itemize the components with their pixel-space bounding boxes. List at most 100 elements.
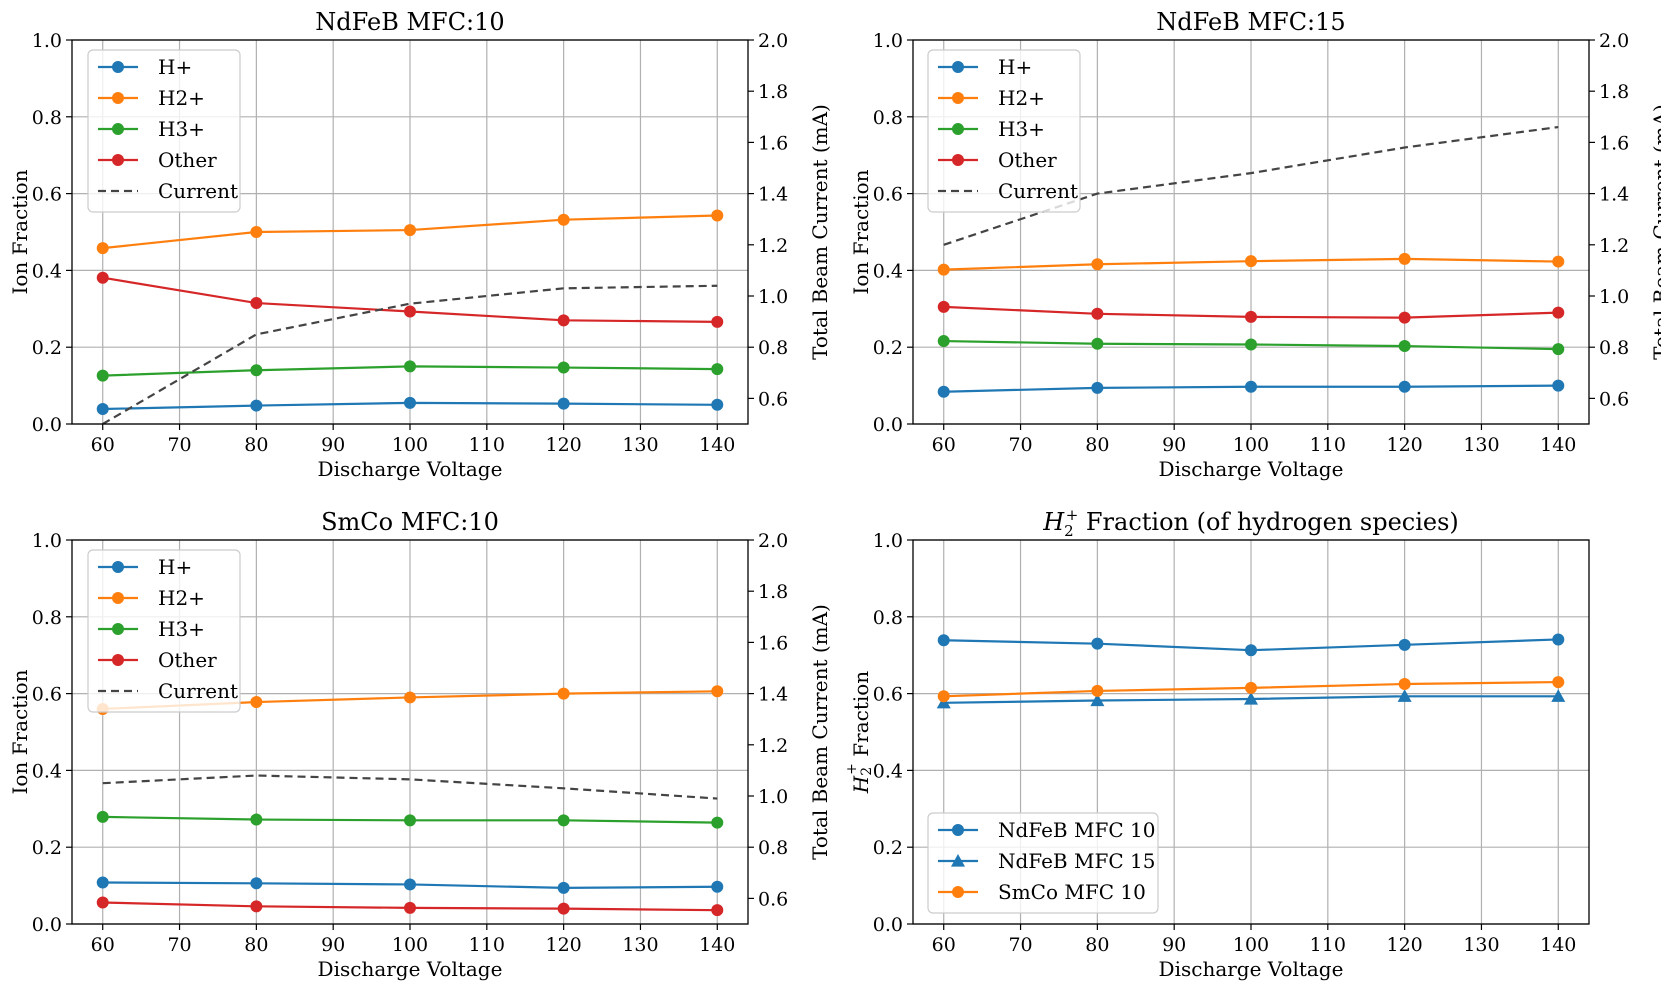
y2-tick-label: 0.8 [758,337,788,359]
y2-tick-label: 1.2 [758,735,788,757]
legend-marker [112,92,124,104]
data-point [1552,379,1565,392]
y-tick-label: 0.4 [873,760,903,782]
legend-label: H2+ [158,86,205,110]
x-tick-label: 110 [1310,434,1346,456]
data-point [557,687,570,700]
x-tick-label: 140 [699,434,735,456]
x-tick-label: 140 [699,934,735,956]
data-point [557,881,570,894]
y-tick-label: 0.6 [32,184,62,206]
data-point [1091,337,1104,350]
data-point [711,209,724,222]
legend-marker [112,561,124,573]
data-point [404,360,416,373]
y-axis-label: Ion Fraction [8,169,32,294]
x-tick-label: 100 [392,934,428,956]
y2-tick-label: 0.8 [758,837,788,859]
data-point [1398,678,1411,690]
data-point [96,271,109,284]
y-tick-label: 0.4 [873,260,903,282]
markers [937,252,1565,398]
legend-marker [112,654,124,666]
data-point [711,315,724,328]
legend-label: Current [158,179,238,203]
y2-tick-label: 1.2 [1599,235,1629,257]
y-axis: 0.0 0.2 0.4 0.6 0.8 1.0 [873,30,913,436]
x-tick-label: 80 [1085,934,1109,956]
legend-marker [112,623,124,635]
data-point [1244,691,1258,705]
data-point [711,880,724,893]
y-tick-label: 0.0 [873,414,903,436]
x-tick-label: 140 [1540,934,1576,956]
x-tick-label: 130 [622,934,658,956]
data-point [404,691,416,704]
y-tick-label: 0.6 [873,684,903,706]
x-tick-label: 110 [1310,934,1346,956]
y2-tick-label: 2.0 [1599,30,1629,52]
x-axis-label: Discharge Voltage [318,457,503,481]
legend: H+ H2+ H3+ Other Current [927,49,1081,213]
legend: H+ H2+ H3+ Other Current [87,49,241,213]
data-point [96,242,109,255]
legend-marker [112,61,124,73]
series-line-current [102,774,718,800]
x-tick-label: 60 [91,934,115,956]
markers [96,209,724,416]
x-axis: 60 70 80 90 100 110 120 130 140 [91,924,735,956]
data-point [404,878,416,891]
x-tick-label: 100 [392,434,428,456]
legend-label: Other [158,148,217,172]
y2-tick-label: 1.6 [758,632,788,654]
x-tick-label: 90 [321,434,345,456]
x-axis: 60 70 80 90 100 110 120 130 140 [932,424,1576,456]
data-point [1398,311,1411,324]
data-point [250,226,263,238]
y2-axis: 0.6 0.8 1.0 1.2 1.4 1.6 1.8 2.0 [748,530,788,910]
data-point [711,398,724,411]
x-tick-label: 60 [932,434,956,456]
data-point [250,900,263,913]
y2-axis-label: Total Beam Current (mA) [1649,104,1661,360]
x-axis-label: Discharge Voltage [1159,957,1344,981]
y2-tick-label: 1.8 [1599,81,1629,103]
data-point [711,904,724,917]
y-axis: 0.0 0.2 0.4 0.6 0.8 1.0 [873,530,913,936]
x-tick-label: 70 [1008,434,1032,456]
data-point [557,814,570,827]
y-tick-label: 1.0 [32,30,62,52]
data-point [1552,676,1565,689]
data-point [96,810,109,823]
legend-label: H+ [998,55,1032,79]
data-point [1552,255,1565,268]
legend-marker [951,854,965,867]
y-tick-label: 0.0 [873,914,903,936]
y2-axis: 0.6 0.8 1.0 1.2 1.4 1.6 1.8 2.0 [748,30,788,410]
x-tick-label: 130 [1463,434,1499,456]
x-tick-label: 130 [1463,934,1499,956]
legend-label: H2+ [158,586,205,610]
panel-smco-mfc10: 60 70 80 90 100 110 120 130 140 0.0 0.2 0.4 0.6 0.8 1.… [8,508,832,981]
data-point [711,685,724,698]
legend-label: NdFeB MFC 10 [998,818,1155,842]
data-point [1245,681,1257,694]
y2-tick-label: 0.8 [1599,337,1629,359]
y2-axis-label: Total Beam Current (mA) [808,604,832,860]
data-point [404,901,416,914]
y-tick-label: 0.8 [32,607,62,629]
x-tick-label: 90 [1162,434,1186,456]
data-point [937,335,950,348]
y-axis-label: Ion Fraction [849,169,873,294]
data-point [557,397,570,410]
data-point [250,696,263,709]
legend-marker [112,592,124,604]
x-tick-label: 100 [1233,434,1269,456]
legend-label: Other [998,148,1057,172]
y-tick-label: 1.0 [32,530,62,552]
data-point [250,877,263,890]
data-point [1551,689,1566,702]
x-tick-label: 140 [1540,434,1576,456]
y-axis-label: H2+ Fraction [844,671,875,795]
x-axis: 60 70 80 90 100 110 120 130 140 [932,924,1576,956]
